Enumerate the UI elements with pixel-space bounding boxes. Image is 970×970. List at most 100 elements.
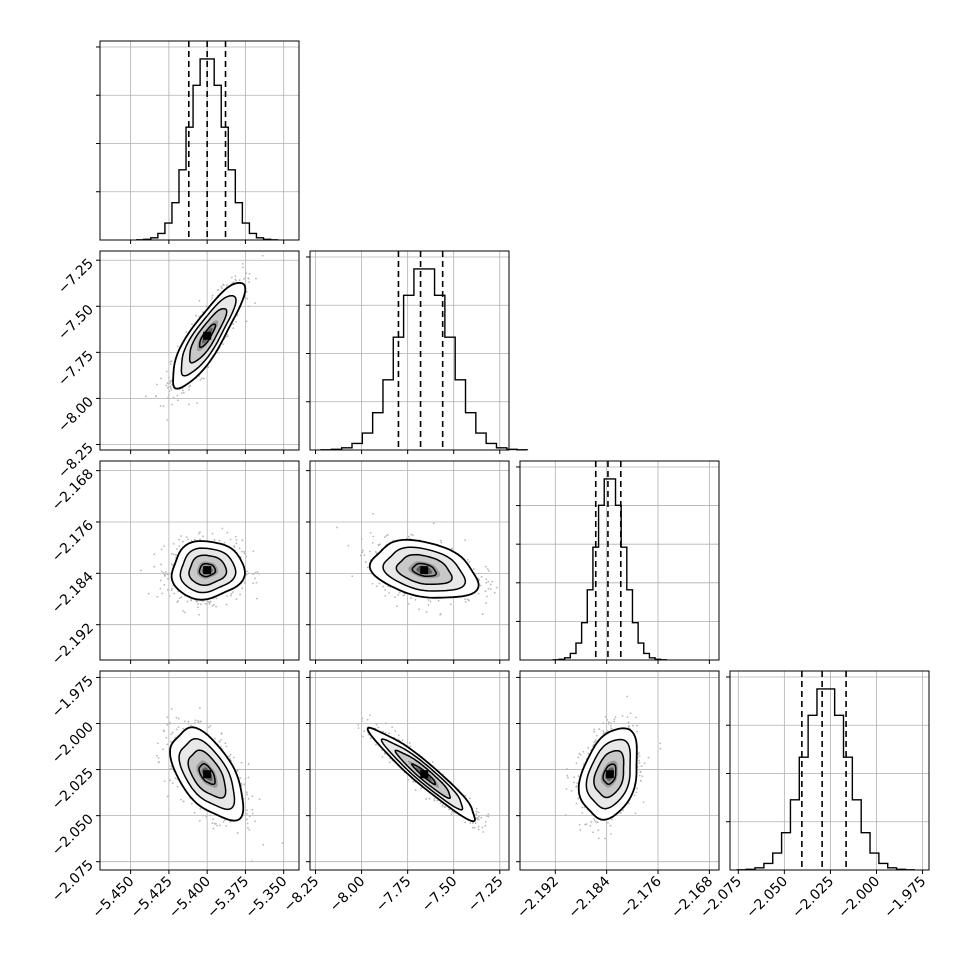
scatter-point [429,600,432,603]
scatter-point [180,392,183,395]
scatter-point [491,580,494,583]
scatter-point [246,818,248,821]
scatter-point [245,573,248,576]
scatter-point [628,725,631,727]
scatter-point [234,275,237,278]
scatter-point [367,733,370,736]
scatter-point [570,789,573,792]
scatter-point [170,389,173,392]
scatter-point [245,812,248,815]
scatter-point [443,806,446,808]
scatter-point [361,717,364,720]
scatter-point [200,377,203,380]
scatter-point [371,541,374,544]
scatter-point [371,582,374,585]
contour-level [593,749,625,799]
contour-level [585,738,632,810]
scatter-point [388,732,390,735]
scatter-point [140,569,142,572]
scatter-point [180,535,182,537]
scatter-point [357,724,360,726]
scatter-point [377,726,380,729]
scatter-panel-1-2 [309,460,510,661]
scatter-point [611,818,613,821]
scatter-point [408,742,411,744]
scatter-point [199,379,202,381]
scatter-point [427,599,430,601]
scatter-point [369,550,371,553]
scatter-point [246,793,249,796]
scatter-point [234,535,237,538]
scatter-point [407,535,410,538]
scatter-point [336,526,338,529]
scatter-point [567,776,569,779]
scatter-point [212,818,214,821]
scatter-point [579,828,582,831]
scatter-point [484,565,487,568]
scatter-point [471,822,474,824]
scatter-point [225,603,228,606]
scatter-point [377,543,380,546]
scatter-point [176,548,178,550]
scatter-point [626,716,629,719]
scatter-point [378,543,381,546]
x-tick-label: −5.375 [204,874,252,922]
scatter-point [473,826,476,829]
contour-level [170,540,246,601]
scatter-point [474,822,477,825]
scatter-point [232,756,235,759]
scatter-point [241,550,243,553]
scatter-point [414,789,417,791]
scatter-point [487,569,490,572]
scatter-point [161,592,164,595]
scatter-point [185,536,188,538]
scatter-point [244,276,247,279]
scatter-point [602,730,605,733]
scatter-point [193,721,196,724]
scatter-point [166,716,169,719]
scatter-point [168,376,170,379]
scatter-point [222,343,224,346]
contour-level [411,763,437,786]
scatter-point [190,599,193,601]
scatter-point [420,787,422,790]
scatter-point [433,797,436,800]
scatter-point [242,266,245,269]
scatter-point [166,386,169,389]
scatter-point [178,545,181,548]
scatter-point [464,821,467,824]
scatter-point [607,821,609,824]
scatter-point [476,818,479,821]
scatter-point [407,603,410,605]
scatter-point [597,837,600,840]
panel-frame [519,670,720,871]
scatter-point [604,731,606,734]
density-peak [203,331,212,340]
scatter-point [201,814,204,817]
y-tick-label: −7.50 [55,302,97,344]
scatter-point [209,814,212,817]
scatter-point [239,777,242,779]
scatter-point [635,791,638,794]
histogram-panel-1 [306,250,529,451]
scatter-point [384,594,387,597]
contour-level [368,538,480,599]
scatter-point [205,815,208,818]
scatter-point [240,782,243,785]
scatter-point [246,822,249,825]
panel-frame [729,670,930,871]
scatter-point [238,279,241,282]
scatter-point [230,276,233,279]
scatter-panel-0-1 [99,250,300,451]
scatter-point [221,287,223,290]
hist-background [520,461,719,660]
scatter-point [578,752,581,755]
scatter-point [638,759,640,762]
y-tick-label: −2.025 [49,765,97,813]
scatter-point [374,550,377,553]
y-tick-label: −7.75 [55,348,97,390]
scatter-point [207,600,210,603]
scatter-point [375,743,377,746]
scatter-point [258,798,261,801]
scatter-point [432,522,435,525]
